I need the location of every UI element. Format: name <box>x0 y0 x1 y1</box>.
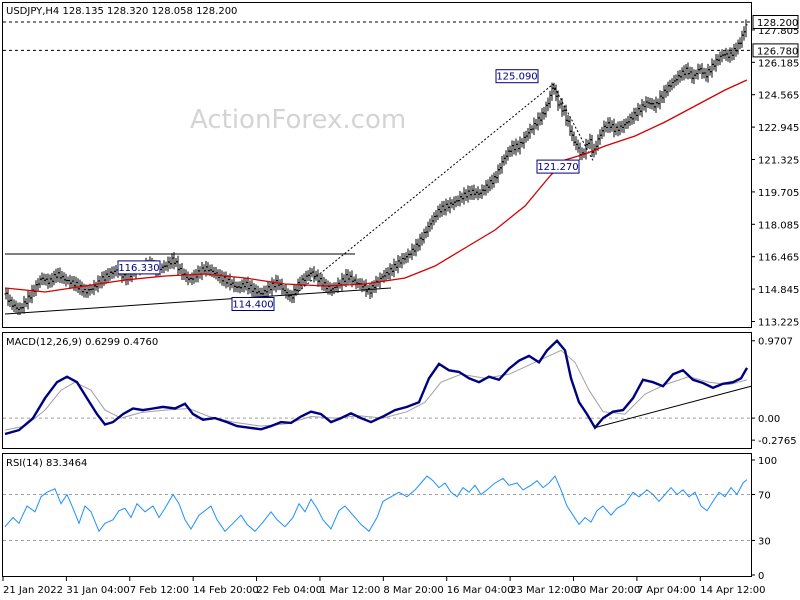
y-tick-label: 114.845 <box>758 285 799 296</box>
y-tick-label: 119.705 <box>758 188 799 199</box>
x-tick-label: 23 Mar 12:00 <box>510 585 577 596</box>
y-tick-label: 30 <box>758 537 771 548</box>
y-tick-label: 116.465 <box>758 253 799 264</box>
annotation-label: 121.270 <box>537 162 578 173</box>
price-annotation: 114.400 <box>231 297 275 311</box>
price-annotations: 116.330 114.400 125.090 121.270 <box>117 69 580 311</box>
y-tick-label: 121.325 <box>758 156 799 167</box>
y-tick-label: 126.185 <box>758 58 799 69</box>
y-tick-label: 122.945 <box>758 123 799 134</box>
price-panel-frame <box>2 2 752 328</box>
x-tick-label: 7 Feb 12:00 <box>130 585 189 596</box>
x-tick-label: 22 Feb 04:00 <box>257 585 323 596</box>
annotation-label: 114.400 <box>232 300 273 311</box>
rsi-panel-frame <box>2 453 752 577</box>
annotation-label: 116.330 <box>118 263 159 274</box>
annotation-box <box>231 297 275 311</box>
trendline <box>4 287 392 315</box>
macd-panel-frame <box>2 332 752 449</box>
rsi-header: RSI(14) 83.3464 <box>6 458 87 469</box>
price-y-axis: 127.805 126.185 124.565 122.945 121.325 119.7… <box>751 26 799 329</box>
price-tags: 128.200 126.780 <box>752 15 799 58</box>
rsi-levels <box>3 494 751 541</box>
price-tag: 126.780 <box>752 43 799 58</box>
macd-line <box>4 339 749 436</box>
price-trendlines <box>4 253 392 315</box>
price-annotation: 121.270 <box>536 159 580 174</box>
rsi-y-axis: 100 70 30 0 <box>751 456 777 582</box>
price-tag-label: 128.200 <box>757 18 798 29</box>
macd-trendline-segment <box>594 385 752 429</box>
price-tag-label: 126.780 <box>757 46 798 57</box>
x-tick-label: 14 Apr 12:00 <box>700 585 765 596</box>
macd-signal-line <box>4 349 748 431</box>
ohlc-bar <box>744 19 748 38</box>
y-tick-label: 0.00 <box>758 414 780 425</box>
y-tick-label: 0.9707 <box>758 337 793 348</box>
price-annotation: 116.330 <box>117 260 161 275</box>
price-header: USDJPY,H4 128.135 128.320 128.058 128.20… <box>6 6 237 17</box>
x-tick-label: 14 Feb 20:00 <box>193 585 259 596</box>
x-tick-label: 31 Jan 04:00 <box>66 585 129 596</box>
y-tick-label: 127.805 <box>758 26 799 37</box>
macd-y-axis: 0.9707 0.00 -0.2765 <box>751 337 797 447</box>
annotation-box <box>117 260 161 275</box>
price-dotted-lines <box>294 83 594 295</box>
y-tick-label: -0.2765 <box>758 436 797 447</box>
macd-header: MACD(12,26,9) 0.6299 0.4760 <box>6 337 158 348</box>
rsi-line <box>4 475 748 533</box>
price-annotation: 125.090 <box>495 69 539 84</box>
x-tick-label: 7 Apr 04:00 <box>637 585 696 596</box>
y-tick-label: 70 <box>758 491 771 502</box>
price-tag-box <box>752 15 799 29</box>
price-dashed-levels <box>3 21 751 51</box>
x-tick-label: 8 Mar 20:00 <box>383 585 443 596</box>
moving-average-line <box>4 79 748 293</box>
watermark: ActionForex.com <box>190 105 406 135</box>
y-tick-label: 118.085 <box>758 220 799 231</box>
annotation-box <box>495 69 539 84</box>
dotted-line <box>294 83 554 295</box>
price-tag: 128.200 <box>752 15 799 29</box>
time-axis: 21 Jan 2022 31 Jan 04:00 7 Feb 12:00 14 Feb… <box>2 577 765 596</box>
y-tick-label: 0 <box>758 571 764 582</box>
x-tick-label: 1 Mar 12:00 <box>320 585 380 596</box>
y-tick-label: 113.225 <box>758 318 799 329</box>
y-tick-label: 124.565 <box>758 91 799 102</box>
y-tick-label: 100 <box>758 456 777 467</box>
macd-trendline <box>594 385 752 429</box>
x-tick-label: 21 Jan 2022 <box>3 585 63 596</box>
x-tick-label: 16 Mar 04:00 <box>447 585 514 596</box>
price-tag-box <box>752 43 799 58</box>
annotation-label: 125.090 <box>496 72 537 83</box>
annotation-box <box>536 159 580 174</box>
x-tick-label: 30 Mar 20:00 <box>574 585 641 596</box>
